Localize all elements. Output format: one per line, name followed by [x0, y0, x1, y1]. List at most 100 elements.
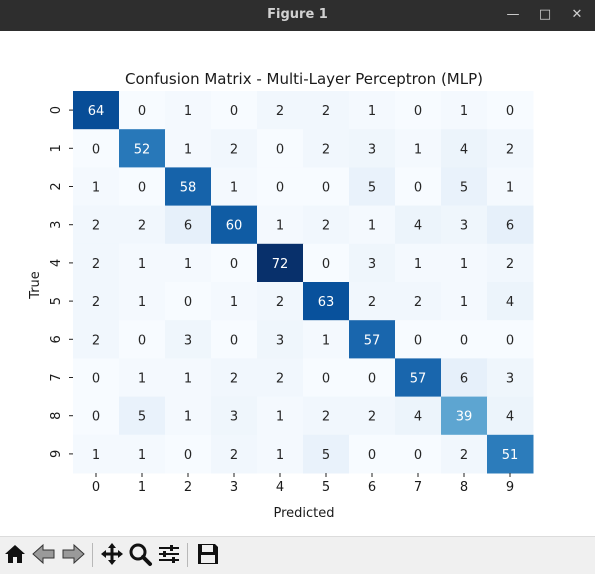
heatmap-cell: [257, 243, 304, 283]
heatmap-cell: [257, 396, 304, 436]
cell-value-label: 1: [138, 372, 146, 387]
cell-value-label: 3: [276, 333, 284, 348]
back-button[interactable]: [30, 540, 58, 568]
configure-subplots-button[interactable]: [155, 540, 183, 568]
y-tick-label: 0: [49, 106, 64, 114]
heatmap-cell: [165, 129, 212, 168]
close-icon[interactable]: ✕: [571, 7, 583, 22]
heatmap-cell: [211, 396, 258, 436]
heatmap-cell: [487, 205, 534, 245]
cell-value-label: 5: [322, 448, 330, 463]
cell-value-label: 3: [230, 410, 238, 425]
heatmap-cell: [119, 205, 166, 245]
heatmap-cell: [165, 243, 212, 283]
cell-value-label: 0: [92, 372, 100, 387]
navigation-toolbar: [0, 536, 595, 574]
save-button[interactable]: [194, 540, 222, 568]
cell-value-label: 58: [180, 181, 197, 196]
heatmap-cell: [73, 243, 120, 283]
cell-value-label: 2: [322, 104, 330, 119]
heatmap-cell: [349, 358, 396, 398]
x-tick-label: 1: [138, 480, 146, 495]
cell-value-label: 1: [276, 219, 284, 234]
cell-value-label: 1: [460, 257, 468, 272]
cell-value-label: 4: [506, 410, 514, 425]
cell-value-label: 2: [506, 142, 514, 157]
cell-value-label: 0: [276, 181, 284, 196]
cell-value-label: 39: [456, 410, 473, 425]
heatmap-cell: [349, 396, 396, 436]
heatmap-cell: [349, 434, 396, 474]
cell-value-label: 1: [414, 142, 422, 157]
heatmap-cell: [303, 243, 350, 283]
heatmap-cell: [349, 129, 396, 168]
heatmap-cell: [211, 129, 258, 168]
heatmap-cell: [211, 167, 258, 207]
minimize-icon[interactable]: —: [506, 7, 520, 22]
heatmap-cell: [395, 358, 442, 398]
cell-value-label: 1: [414, 257, 422, 272]
cell-value-label: 0: [414, 448, 422, 463]
heatmap-cell: [349, 282, 396, 321]
cell-value-label: 5: [368, 181, 376, 196]
cell-value-label: 2: [460, 448, 468, 463]
heatmap-cell: [395, 282, 442, 321]
heatmap-cell: [119, 282, 166, 321]
cell-value-label: 0: [368, 372, 376, 387]
cell-value-label: 6: [506, 219, 514, 234]
cell-value-label: 2: [322, 410, 330, 425]
heatmap-cell: [73, 358, 120, 398]
y-tick-label: 1: [49, 144, 64, 152]
heatmap-cell: [441, 358, 488, 398]
cell-value-label: 52: [134, 142, 151, 157]
pan-button[interactable]: [98, 540, 126, 568]
cell-value-label: 3: [460, 219, 468, 234]
heatmap-cell: [73, 320, 120, 359]
home-button[interactable]: [1, 540, 29, 568]
x-tick-label: 0: [92, 480, 100, 495]
heatmap-cell: [119, 358, 166, 398]
heatmap-cell: [441, 243, 488, 283]
cell-value-label: 1: [276, 448, 284, 463]
cell-value-label: 2: [322, 142, 330, 157]
y-tick-label: 7: [49, 373, 64, 381]
heatmap-cell: [303, 282, 350, 321]
cell-value-label: 1: [368, 104, 376, 119]
cell-value-label: 2: [368, 295, 376, 310]
cell-value-label: 2: [92, 257, 100, 272]
toolbar-separator: [187, 543, 188, 567]
cell-value-label: 2: [230, 372, 238, 387]
zoom-button[interactable]: [126, 540, 154, 568]
heatmap-cell: [165, 320, 212, 359]
cell-value-label: 72: [272, 257, 289, 272]
heatmap-cell: [395, 243, 442, 283]
confusion-matrix-chart: Confusion Matrix - Multi-Layer Perceptro…: [28, 70, 534, 521]
heatmap-cell: [441, 434, 488, 474]
cell-value-label: 1: [184, 104, 192, 119]
heatmap-cell: [303, 358, 350, 398]
x-tick-label: 7: [414, 480, 422, 495]
cell-value-label: 1: [92, 181, 100, 196]
heatmap-cell: [303, 205, 350, 245]
heatmap-cell: [487, 434, 534, 474]
x-tick-label: 3: [230, 480, 238, 495]
y-tick-label: 4: [49, 259, 64, 267]
heatmap-cell: [257, 167, 304, 207]
save-icon: [198, 544, 218, 564]
heatmap-cell: [441, 167, 488, 207]
heatmap-cell: [303, 167, 350, 207]
forward-button[interactable]: [59, 540, 87, 568]
cell-value-label: 0: [138, 104, 146, 119]
cell-value-label: 3: [368, 257, 376, 272]
heatmap-cell: [211, 434, 258, 474]
x-tick-label: 2: [184, 480, 192, 495]
heatmap-cell: [73, 205, 120, 245]
cell-value-label: 2: [506, 257, 514, 272]
heatmap-cell: [303, 396, 350, 436]
x-tick-label: 5: [322, 480, 330, 495]
cell-value-label: 1: [460, 104, 468, 119]
maximize-icon[interactable]: □: [538, 7, 552, 22]
heatmap-cell: [165, 167, 212, 207]
cell-value-label: 2: [92, 219, 100, 234]
heatmap-cell: [257, 434, 304, 474]
